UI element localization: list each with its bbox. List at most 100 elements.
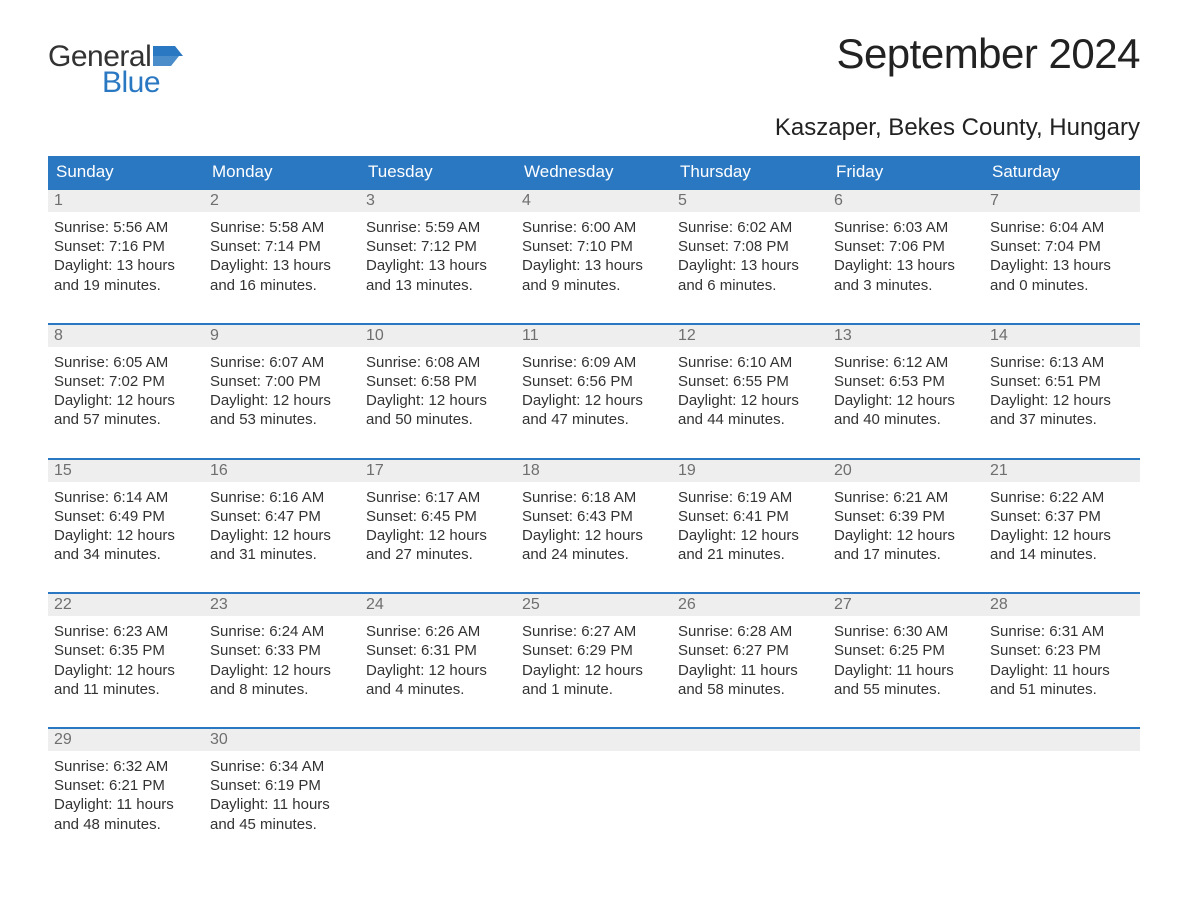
week-row: 8Sunrise: 6:05 AMSunset: 7:02 PMDaylight… <box>48 323 1140 436</box>
daylight-line2: and 27 minutes. <box>366 545 510 564</box>
sunrise-text: Sunrise: 5:56 AM <box>54 218 198 237</box>
daylight-line1: Daylight: 12 hours <box>834 391 978 410</box>
day-cell: 9Sunrise: 6:07 AMSunset: 7:00 PMDaylight… <box>204 325 360 436</box>
sunrise-text: Sunrise: 6:18 AM <box>522 488 666 507</box>
day-body: Sunrise: 5:56 AMSunset: 7:16 PMDaylight:… <box>48 212 204 301</box>
sunrise-text: Sunrise: 6:34 AM <box>210 757 354 776</box>
sunset-text: Sunset: 6:53 PM <box>834 372 978 391</box>
day-body: Sunrise: 6:30 AMSunset: 6:25 PMDaylight:… <box>828 616 984 705</box>
daylight-line1: Daylight: 12 hours <box>210 661 354 680</box>
sunset-text: Sunset: 7:16 PM <box>54 237 198 256</box>
day-cell: 15Sunrise: 6:14 AMSunset: 6:49 PMDayligh… <box>48 460 204 571</box>
day-body: Sunrise: 6:27 AMSunset: 6:29 PMDaylight:… <box>516 616 672 705</box>
day-number: 30 <box>204 729 360 751</box>
day-cell: 19Sunrise: 6:19 AMSunset: 6:41 PMDayligh… <box>672 460 828 571</box>
sunset-text: Sunset: 7:00 PM <box>210 372 354 391</box>
day-body: Sunrise: 6:14 AMSunset: 6:49 PMDaylight:… <box>48 482 204 571</box>
day-cell: 28Sunrise: 6:31 AMSunset: 6:23 PMDayligh… <box>984 594 1140 705</box>
sunset-text: Sunset: 6:31 PM <box>366 641 510 660</box>
day-number: 17 <box>360 460 516 482</box>
daylight-line1: Daylight: 11 hours <box>834 661 978 680</box>
daylight-line1: Daylight: 12 hours <box>678 526 822 545</box>
daylight-line1: Daylight: 13 hours <box>522 256 666 275</box>
daylight-line1: Daylight: 11 hours <box>210 795 354 814</box>
dow-wednesday: Wednesday <box>516 156 672 188</box>
sunrise-text: Sunrise: 6:05 AM <box>54 353 198 372</box>
dow-monday: Monday <box>204 156 360 188</box>
day-body: Sunrise: 6:09 AMSunset: 6:56 PMDaylight:… <box>516 347 672 436</box>
sunset-text: Sunset: 7:10 PM <box>522 237 666 256</box>
month-title: September 2024 <box>836 30 1140 78</box>
day-body: Sunrise: 6:32 AMSunset: 6:21 PMDaylight:… <box>48 751 204 840</box>
day-number: 15 <box>48 460 204 482</box>
week-row: 22Sunrise: 6:23 AMSunset: 6:35 PMDayligh… <box>48 592 1140 705</box>
logo: General Blue <box>48 40 183 100</box>
day-cell: 17Sunrise: 6:17 AMSunset: 6:45 PMDayligh… <box>360 460 516 571</box>
sunset-text: Sunset: 6:35 PM <box>54 641 198 660</box>
day-cell: 27Sunrise: 6:30 AMSunset: 6:25 PMDayligh… <box>828 594 984 705</box>
daylight-line2: and 44 minutes. <box>678 410 822 429</box>
day-cell: 21Sunrise: 6:22 AMSunset: 6:37 PMDayligh… <box>984 460 1140 571</box>
daylight-line2: and 11 minutes. <box>54 680 198 699</box>
day-number: 3 <box>360 190 516 212</box>
daylight-line1: Daylight: 12 hours <box>210 391 354 410</box>
sunrise-text: Sunrise: 6:24 AM <box>210 622 354 641</box>
day-number: 7 <box>984 190 1140 212</box>
day-body <box>516 751 672 763</box>
daylight-line1: Daylight: 11 hours <box>990 661 1134 680</box>
day-number: 1 <box>48 190 204 212</box>
sunset-text: Sunset: 7:02 PM <box>54 372 198 391</box>
day-cell: 29Sunrise: 6:32 AMSunset: 6:21 PMDayligh… <box>48 729 204 840</box>
day-number: 4 <box>516 190 672 212</box>
daylight-line1: Daylight: 12 hours <box>522 661 666 680</box>
daylight-line1: Daylight: 13 hours <box>366 256 510 275</box>
day-cell: 25Sunrise: 6:27 AMSunset: 6:29 PMDayligh… <box>516 594 672 705</box>
sunrise-text: Sunrise: 6:30 AM <box>834 622 978 641</box>
daylight-line1: Daylight: 13 hours <box>678 256 822 275</box>
sunrise-text: Sunrise: 6:28 AM <box>678 622 822 641</box>
daylight-line1: Daylight: 11 hours <box>54 795 198 814</box>
location-text: Kaszaper, Bekes County, Hungary <box>48 114 1140 142</box>
sunset-text: Sunset: 6:23 PM <box>990 641 1134 660</box>
sunrise-text: Sunrise: 6:10 AM <box>678 353 822 372</box>
sunrise-text: Sunrise: 6:16 AM <box>210 488 354 507</box>
day-number: 14 <box>984 325 1140 347</box>
daylight-line1: Daylight: 12 hours <box>990 526 1134 545</box>
daylight-line2: and 16 minutes. <box>210 276 354 295</box>
day-body: Sunrise: 6:17 AMSunset: 6:45 PMDaylight:… <box>360 482 516 571</box>
sunset-text: Sunset: 6:45 PM <box>366 507 510 526</box>
week-spacer <box>48 705 1140 727</box>
daylight-line1: Daylight: 13 hours <box>990 256 1134 275</box>
daylight-line1: Daylight: 13 hours <box>834 256 978 275</box>
day-body: Sunrise: 6:31 AMSunset: 6:23 PMDaylight:… <box>984 616 1140 705</box>
daylight-line2: and 47 minutes. <box>522 410 666 429</box>
day-number <box>360 729 516 751</box>
day-cell: 22Sunrise: 6:23 AMSunset: 6:35 PMDayligh… <box>48 594 204 705</box>
day-number: 5 <box>672 190 828 212</box>
day-cell <box>984 729 1140 840</box>
sunrise-text: Sunrise: 6:07 AM <box>210 353 354 372</box>
daylight-line1: Daylight: 12 hours <box>54 526 198 545</box>
daylight-line2: and 55 minutes. <box>834 680 978 699</box>
daylight-line2: and 51 minutes. <box>990 680 1134 699</box>
sunrise-text: Sunrise: 6:27 AM <box>522 622 666 641</box>
day-body: Sunrise: 6:00 AMSunset: 7:10 PMDaylight:… <box>516 212 672 301</box>
daylight-line1: Daylight: 12 hours <box>366 661 510 680</box>
day-number: 2 <box>204 190 360 212</box>
dow-thursday: Thursday <box>672 156 828 188</box>
sunset-text: Sunset: 7:06 PM <box>834 237 978 256</box>
sunrise-text: Sunrise: 6:17 AM <box>366 488 510 507</box>
day-body: Sunrise: 6:23 AMSunset: 6:35 PMDaylight:… <box>48 616 204 705</box>
sunset-text: Sunset: 6:58 PM <box>366 372 510 391</box>
day-cell <box>828 729 984 840</box>
day-body: Sunrise: 6:04 AMSunset: 7:04 PMDaylight:… <box>984 212 1140 301</box>
daylight-line1: Daylight: 12 hours <box>834 526 978 545</box>
day-body: Sunrise: 6:26 AMSunset: 6:31 PMDaylight:… <box>360 616 516 705</box>
daylight-line2: and 6 minutes. <box>678 276 822 295</box>
day-cell: 24Sunrise: 6:26 AMSunset: 6:31 PMDayligh… <box>360 594 516 705</box>
daylight-line1: Daylight: 12 hours <box>54 661 198 680</box>
sunset-text: Sunset: 6:25 PM <box>834 641 978 660</box>
day-cell: 20Sunrise: 6:21 AMSunset: 6:39 PMDayligh… <box>828 460 984 571</box>
daylight-line1: Daylight: 12 hours <box>990 391 1134 410</box>
dow-friday: Friday <box>828 156 984 188</box>
